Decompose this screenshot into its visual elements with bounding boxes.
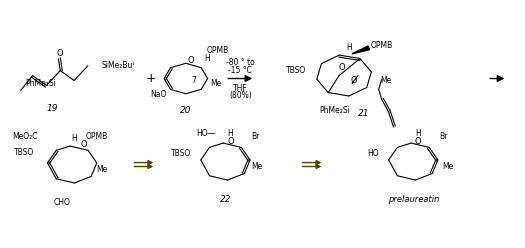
Text: Br: Br (439, 132, 447, 141)
Text: Me: Me (380, 76, 391, 85)
Text: +: + (146, 72, 156, 85)
Text: O: O (187, 56, 194, 65)
Text: PhMe₂Si: PhMe₂Si (26, 79, 57, 88)
Text: OPMB: OPMB (371, 41, 393, 50)
Text: O: O (57, 49, 64, 58)
Text: 22: 22 (219, 195, 231, 204)
Text: TBSO: TBSO (14, 148, 35, 157)
Text: TBSO: TBSO (171, 149, 191, 158)
Text: NaO: NaO (150, 90, 166, 99)
Text: TBSO: TBSO (286, 66, 307, 75)
Text: Me: Me (210, 79, 221, 88)
Text: 7: 7 (191, 76, 196, 85)
Text: HO: HO (367, 149, 379, 158)
Text: OPMB: OPMB (206, 46, 228, 55)
Text: O: O (415, 137, 422, 146)
Text: H: H (205, 54, 211, 63)
Text: H: H (415, 129, 421, 138)
Text: -80 ° to: -80 ° to (226, 58, 255, 67)
Text: 20: 20 (180, 106, 192, 115)
Text: H: H (227, 129, 233, 138)
Text: OPMB: OPMB (86, 132, 108, 141)
Text: THF: THF (233, 84, 248, 93)
Text: Br: Br (251, 132, 259, 141)
Text: 19: 19 (47, 104, 58, 113)
Text: Me: Me (442, 162, 454, 171)
Text: PhMe₂Si: PhMe₂Si (319, 106, 350, 115)
Text: SiMe₂Buᵗ: SiMe₂Buᵗ (102, 61, 135, 70)
Text: O: O (227, 137, 234, 146)
Text: (80%): (80%) (229, 91, 251, 100)
Text: HO―: HO― (196, 129, 215, 138)
Polygon shape (352, 46, 370, 54)
Text: H: H (346, 43, 352, 52)
Text: Me: Me (251, 162, 262, 171)
Text: O: O (81, 140, 87, 149)
Text: -15 °C: -15 °C (228, 66, 252, 75)
Text: CHO: CHO (54, 198, 71, 207)
Text: MeO₂C: MeO₂C (12, 132, 38, 141)
Text: O: O (351, 76, 358, 85)
Text: Me: Me (96, 165, 108, 174)
Text: 21: 21 (358, 109, 370, 118)
Text: H: H (71, 134, 77, 143)
Text: O: O (339, 63, 345, 72)
Text: prelaureatin: prelaureatin (387, 195, 439, 204)
